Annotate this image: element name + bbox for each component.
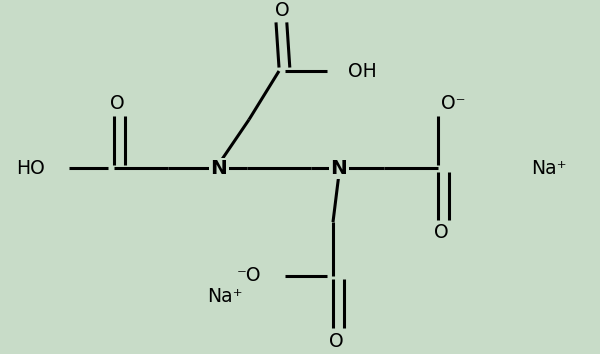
Text: O⁻: O⁻ xyxy=(441,95,466,114)
Text: Na⁺: Na⁺ xyxy=(207,287,242,306)
Text: O: O xyxy=(434,223,448,242)
Text: N: N xyxy=(211,159,227,178)
Text: HO: HO xyxy=(16,159,45,178)
Text: Na⁺: Na⁺ xyxy=(531,159,566,178)
Text: N: N xyxy=(331,159,347,178)
Text: ⁻O: ⁻O xyxy=(236,266,261,285)
Text: OH: OH xyxy=(348,62,377,80)
Text: O: O xyxy=(275,1,289,20)
Text: O: O xyxy=(110,95,124,114)
Text: O: O xyxy=(329,332,343,352)
